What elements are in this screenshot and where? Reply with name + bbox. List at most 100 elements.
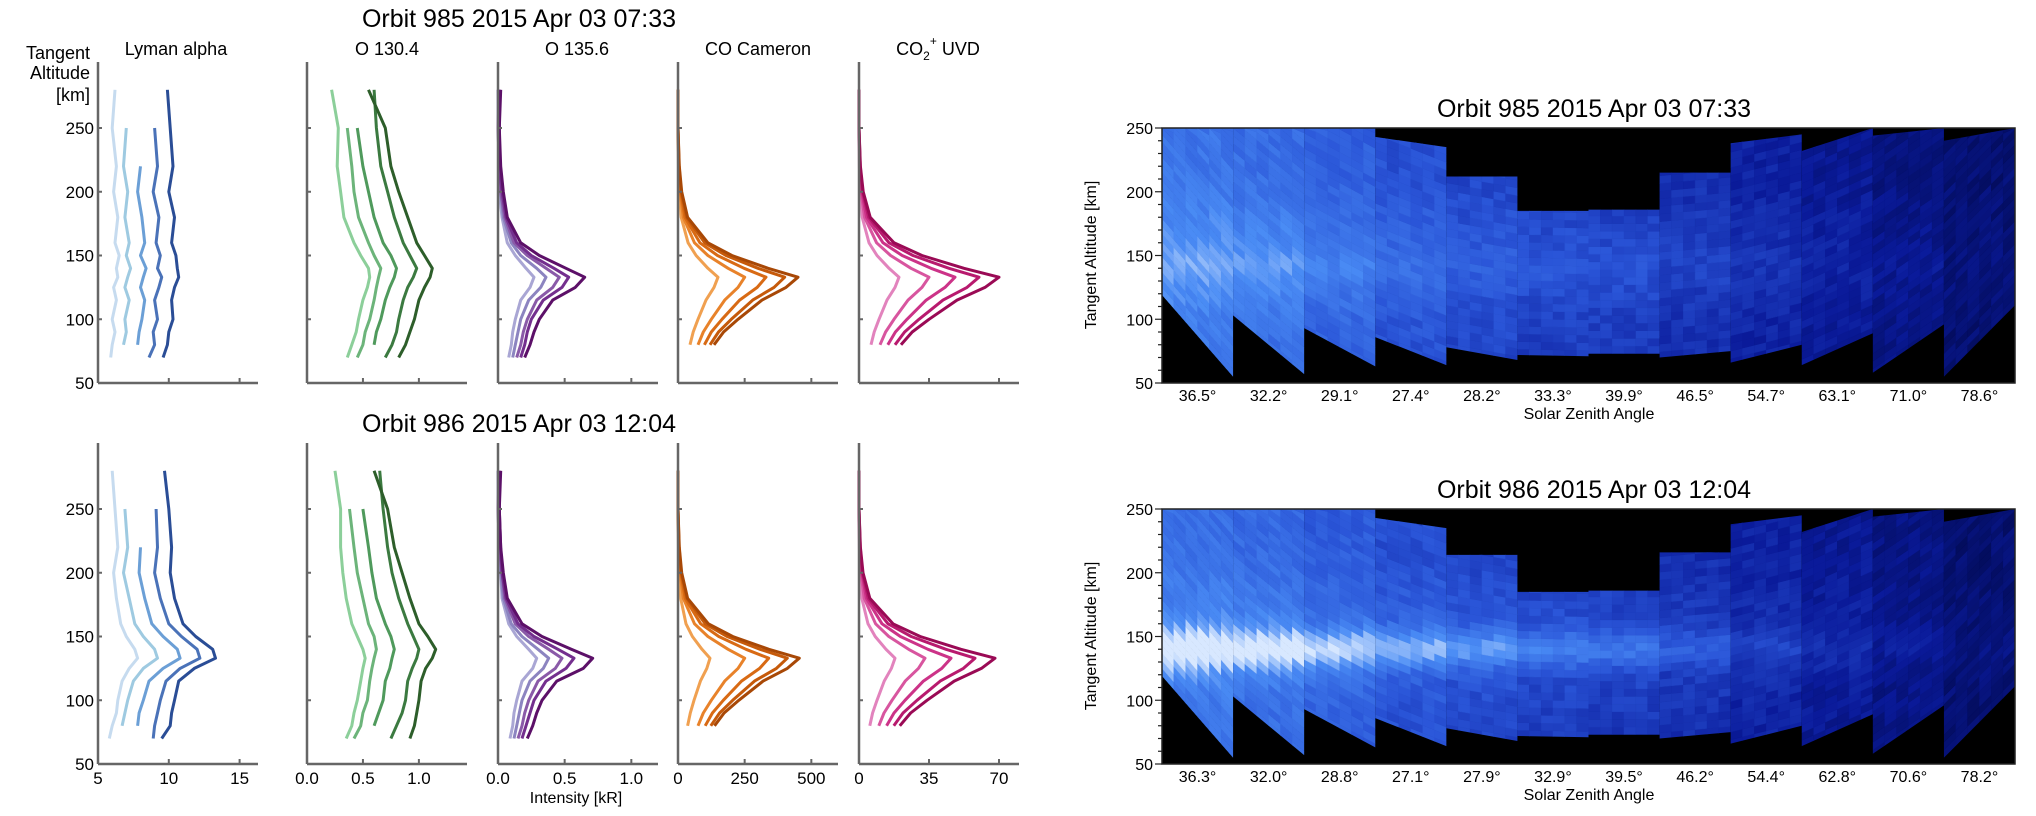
heatmap-cell: [1635, 619, 1648, 628]
heatmap-cell: [1540, 646, 1554, 655]
heatmap-cell: [1292, 176, 1305, 195]
heatmap-cell: [1623, 292, 1637, 301]
heatmap-cell: [1635, 292, 1648, 301]
heatmap-cell: [1671, 303, 1684, 313]
heatmap-cell: [1220, 536, 1234, 560]
heatmap-cell: [1694, 217, 1708, 227]
heatmap-cell: [1588, 277, 1601, 285]
heatmap-cell: [1671, 692, 1684, 702]
heatmap-cell: [1683, 645, 1696, 655]
heatmap-cell: [1694, 278, 1708, 288]
sza-tick-label: 27.9°: [1463, 769, 1501, 786]
panel-title-co2-uvd: CO2+ UVD: [896, 34, 980, 63]
heatmap-cell: [1694, 559, 1708, 570]
heatmap-cell: [1529, 691, 1542, 701]
heatmap-cell: [1600, 223, 1613, 232]
heatmap-cell: [1694, 247, 1708, 258]
heatmap-cell: [1292, 291, 1305, 310]
heatmap-cell: [1706, 269, 1720, 279]
x-tick-label: 35: [920, 769, 939, 788]
heatmap-cell: [1706, 216, 1720, 226]
heatmap-cell: [1647, 253, 1660, 263]
heatmap-cell: [1635, 322, 1648, 331]
heatmap-cell: [1576, 593, 1589, 602]
heatmap-cell: [1718, 596, 1731, 606]
heatmap-cell: [1220, 659, 1234, 682]
heatmap-cell: [1517, 661, 1530, 670]
heatmap-cell: [1529, 714, 1542, 724]
heatmap-cell: [1694, 667, 1708, 677]
heatmap-cell: [1552, 692, 1566, 701]
heatmap-cell: [1659, 243, 1672, 253]
heatmap-cell: [1529, 661, 1542, 670]
heatmap-cell: [1600, 711, 1613, 720]
heatmap-cell: [1552, 273, 1566, 282]
heatmap-cell: [1529, 707, 1542, 716]
heatmap-cell: [1647, 338, 1660, 347]
y-tick-label: 250: [66, 500, 94, 519]
heatmap-cell: [1694, 270, 1708, 280]
heatmap-cell: [1481, 554, 1494, 558]
heatmap-cell: [1718, 588, 1731, 598]
heatmap-cell: [1694, 240, 1708, 250]
heatmap-cell: [1671, 226, 1684, 237]
heatmap-cell: [1694, 255, 1708, 265]
heatmap-cell: [1540, 699, 1554, 709]
heatmap-cell: [1683, 629, 1696, 640]
heatmap-cell: [1564, 616, 1577, 625]
heatmap-cell: [1529, 226, 1542, 236]
heatmap-cell: [1611, 345, 1625, 354]
heatmap-cell: [1517, 607, 1530, 616]
heatmap-cell: [1706, 704, 1720, 714]
heatmap-cell: [1611, 261, 1625, 270]
heatmap-cell: [1671, 242, 1684, 252]
heatmap-cell: [1540, 265, 1554, 274]
heatmap-cell: [1363, 309, 1376, 325]
heatmap-cell: [1292, 679, 1305, 699]
heatmap-cell: [1623, 604, 1637, 613]
heatmap-cell: [1588, 209, 1601, 217]
heatmap-cell: [1220, 301, 1234, 324]
y-tick-label: 100: [66, 691, 94, 710]
heatmap-cell: [1635, 277, 1648, 285]
heatmap-cell: [1552, 280, 1566, 290]
profile-line: [348, 508, 378, 740]
heatmap-cell: [1718, 253, 1731, 263]
heatmap-cell: [1718, 580, 1731, 591]
heatmap-cell: [1706, 627, 1720, 637]
heatmap-cell: [1363, 233, 1376, 249]
heatmap-cell: [1564, 700, 1577, 709]
sza-tick-label: 54.7°: [1747, 388, 1785, 405]
heatmap-cell: [1706, 650, 1720, 660]
heatmap-cell: [1529, 592, 1542, 601]
heatmap-xlabel-985: Solar Zenith Angle: [1524, 406, 1655, 423]
heatmap-cell: [1529, 234, 1542, 243]
heatmap-cell: [1552, 296, 1566, 305]
heatmap-cell: [1623, 231, 1637, 240]
heatmap-cell: [1552, 219, 1566, 228]
sza-tick-label: 32.0°: [1250, 769, 1288, 786]
y-tick-label: 200: [66, 183, 94, 202]
heatmap-cell: [1292, 725, 1305, 745]
heatmap-cell: [1694, 263, 1708, 273]
heatmap-cell: [1635, 269, 1648, 278]
heatmap-cell: [1635, 238, 1648, 247]
heatmap-cell: [1647, 315, 1660, 324]
heatmap-cell: [1694, 301, 1708, 311]
heatmap-cell: [1517, 722, 1530, 731]
heatmap-cell: [1576, 227, 1589, 236]
heatmap-cell: [1576, 591, 1589, 595]
heatmap-cell: [1529, 591, 1542, 594]
heatmap-cell: [1706, 262, 1720, 272]
heatmap-cell: [1588, 330, 1601, 339]
sza-tick-label: 71.0°: [1890, 388, 1928, 405]
heatmap-cell: [1635, 596, 1648, 605]
heatmap-cell: [1529, 295, 1542, 304]
heatmap-cell: [1576, 677, 1589, 686]
heatmap-cell: [1517, 218, 1530, 228]
heatmap-column: [1517, 210, 1589, 357]
heatmap-cell: [1600, 330, 1613, 339]
heatmap-cell: [1659, 212, 1672, 222]
